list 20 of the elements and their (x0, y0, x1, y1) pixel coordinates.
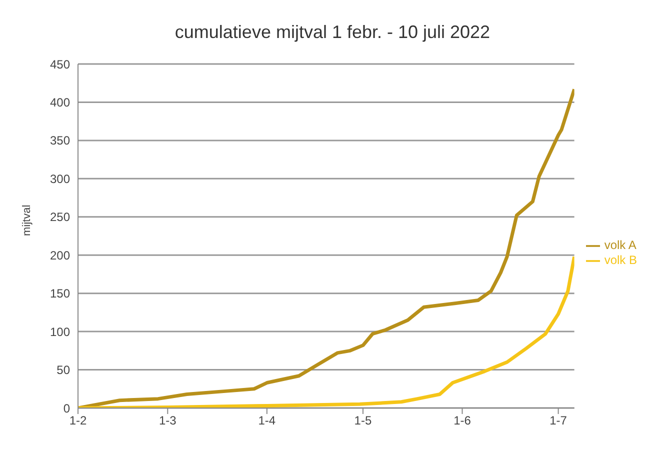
y-tick-label: 250 (50, 210, 70, 224)
y-tick-label: 150 (50, 286, 70, 301)
x-tick-label: 1-7 (550, 414, 568, 428)
chart-title: cumulatieve mijtval 1 febr. - 10 juli 2022 (174, 21, 492, 44)
y-tick-label: 200 (50, 248, 70, 262)
y-tick-label: 100 (50, 324, 70, 339)
y-tick-label: 450 (50, 57, 70, 72)
y-tick-label: 0 (63, 401, 70, 416)
x-tick-label: 1-5 (354, 414, 372, 428)
legend-label: volk A (604, 238, 636, 252)
y-axis-title: mijtval (20, 204, 33, 236)
y-tick-label: 300 (50, 172, 70, 186)
x-tick-label: 1-3 (158, 414, 177, 428)
x-tick-label: 1-2 (69, 414, 87, 428)
y-tick-label: 350 (50, 134, 70, 148)
x-tick-label: 1-4 (258, 414, 276, 428)
x-tick-label: 1-6 (454, 414, 472, 428)
y-tick-label: 50 (56, 363, 70, 378)
y-tick-label: 400 (50, 95, 70, 110)
legend-label: volk B (604, 253, 637, 267)
